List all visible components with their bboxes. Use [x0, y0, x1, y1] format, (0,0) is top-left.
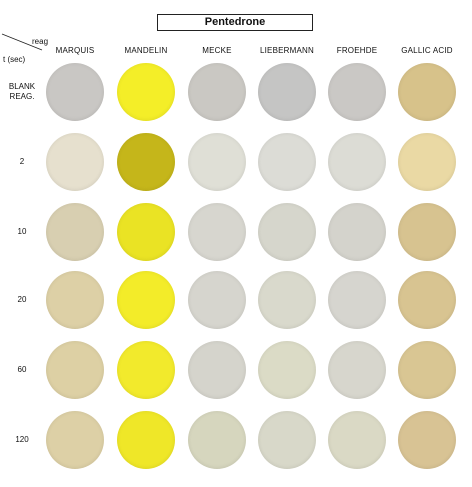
row-label: 10 — [2, 227, 42, 237]
time-axis-label: t (sec) — [3, 55, 26, 64]
sample-dish — [117, 63, 175, 121]
row-label: 120 — [2, 435, 42, 445]
sample-dish — [46, 271, 104, 329]
sample-dish — [188, 133, 246, 191]
row-label-line: 10 — [17, 227, 27, 236]
row-label-line: BLANK — [8, 82, 36, 91]
sample-dish — [258, 411, 316, 469]
sample-dish — [398, 271, 456, 329]
column-header: MECKE — [202, 46, 232, 55]
row-label-line: 120 — [15, 435, 29, 444]
corner-diagonal-line — [1, 33, 43, 51]
row-label: 60 — [2, 365, 42, 375]
column-header: FROEHDE — [336, 46, 378, 55]
sample-dish — [398, 203, 456, 261]
sample-dish — [398, 63, 456, 121]
sample-dish — [46, 341, 104, 399]
sample-dish — [46, 203, 104, 261]
sample-dish — [328, 411, 386, 469]
sample-dish — [117, 271, 175, 329]
row-label: 2 — [2, 157, 42, 167]
sample-dish — [398, 341, 456, 399]
sample-dish — [46, 411, 104, 469]
column-headers: MARQUIS MANDELIN MECKE LIEBERMANN FROEHDE GAL… — [0, 44, 472, 58]
figure-title: Pentedrone — [157, 14, 313, 31]
sample-dish — [46, 133, 104, 191]
sample-dish — [328, 271, 386, 329]
sample-dish — [328, 341, 386, 399]
sample-dish — [328, 63, 386, 121]
sample-dish — [46, 63, 104, 121]
sample-dish — [188, 411, 246, 469]
sample-dish — [188, 63, 246, 121]
sample-dish — [328, 203, 386, 261]
column-header: MANDELIN — [124, 46, 168, 55]
column-header: GALLIC ACID — [401, 46, 453, 55]
row-label-line: REAG. — [9, 92, 35, 101]
sample-dish — [117, 203, 175, 261]
row-label: BLANK REAG. — [2, 82, 42, 102]
sample-dish — [398, 133, 456, 191]
row-label: 20 — [2, 295, 42, 305]
sample-dish — [258, 341, 316, 399]
sample-dish — [117, 341, 175, 399]
row-label-line: 2 — [19, 157, 25, 166]
row-label-line: 60 — [17, 365, 27, 374]
column-header: LIEBERMANN — [259, 46, 314, 55]
sample-dish — [188, 203, 246, 261]
sample-dish — [258, 63, 316, 121]
column-header: MARQUIS — [55, 46, 95, 55]
reagent-axis-label: reag — [32, 37, 49, 46]
sample-dish — [188, 271, 246, 329]
sample-dish — [258, 203, 316, 261]
sample-dish — [117, 133, 175, 191]
sample-dish — [258, 133, 316, 191]
sample-dish — [398, 411, 456, 469]
sample-dish — [117, 411, 175, 469]
row-label-line: 20 — [17, 295, 27, 304]
sample-dish — [328, 133, 386, 191]
corner-header: reag t (sec) — [0, 30, 50, 70]
sample-dish — [188, 341, 246, 399]
sample-dish — [258, 271, 316, 329]
